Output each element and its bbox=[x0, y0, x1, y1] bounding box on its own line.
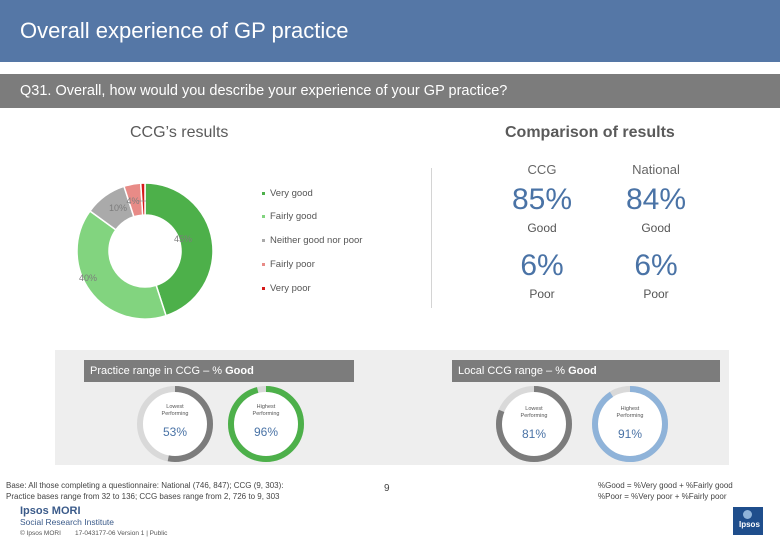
legend-swatch bbox=[262, 214, 265, 218]
base-note-line2: Practice bases range from 32 to 136; CCG… bbox=[6, 492, 280, 501]
ccg-poor-value: 6% bbox=[520, 249, 564, 282]
brand-dot-icon bbox=[743, 510, 752, 519]
legend-swatch bbox=[262, 238, 265, 242]
national-poor-value: 6% bbox=[634, 249, 678, 282]
slice-label: 45% bbox=[174, 234, 192, 244]
ccg-label: CCG bbox=[527, 162, 557, 177]
gauge-label-line1: Highest bbox=[621, 406, 640, 412]
title-bar: Overall experience of GP practice bbox=[0, 0, 780, 62]
legend-swatch bbox=[262, 286, 265, 290]
gauge-center bbox=[140, 389, 210, 459]
legend-item: Very poor bbox=[262, 283, 311, 294]
legend-item: Fairly poor bbox=[262, 259, 315, 270]
base-note-line1: Base: All those completing a questionnai… bbox=[6, 481, 284, 490]
gauge-label-line1: Highest bbox=[257, 404, 276, 410]
legend-label: Fairly good bbox=[270, 211, 317, 222]
gauge-value: 96% bbox=[254, 425, 278, 439]
question-text: Q31. Overall, how would you describe you… bbox=[20, 83, 508, 99]
social-research-institute-logo: Social Research Institute bbox=[20, 517, 115, 527]
national-good-label: Good bbox=[641, 221, 671, 235]
gauge-label-line2: Performing bbox=[162, 411, 189, 417]
practice-highest-gauge: Highest Performing 96% bbox=[228, 386, 304, 462]
slice-label: 4% bbox=[126, 196, 139, 206]
gauge-value: 81% bbox=[522, 427, 546, 441]
legend-item: Neither good nor poor bbox=[262, 235, 362, 246]
job-reference: 17-043177-06 Version 1 | Public bbox=[75, 530, 168, 537]
question-bar: Q31. Overall, how would you describe you… bbox=[0, 74, 780, 108]
gauge-fill bbox=[228, 386, 304, 462]
gauge-center bbox=[499, 389, 569, 459]
ccg-results-heading: CCG’s results bbox=[130, 124, 229, 141]
donut-slice-very-good bbox=[144, 182, 214, 317]
slice-label: 40% bbox=[79, 273, 97, 283]
gauge-center bbox=[595, 389, 665, 459]
practice-range-title-text: Practice range in CCG – % bbox=[90, 365, 226, 377]
copyright: © Ipsos MORI bbox=[20, 530, 61, 537]
slice-label: 10% bbox=[109, 203, 127, 213]
gauge-label-line2: Performing bbox=[253, 411, 280, 417]
practice-lowest-gauge: Lowest Performing 53% bbox=[137, 386, 213, 462]
ccg-good-label: Good bbox=[527, 221, 557, 235]
ccg-column: CCG 85% Good 6% Poor bbox=[482, 162, 602, 301]
donut-slice-very-poor bbox=[139, 182, 146, 216]
local-lowest-gauge: Lowest Performing 81% bbox=[496, 386, 572, 462]
legend-label: Very poor bbox=[270, 283, 311, 294]
legend-label: Very good bbox=[270, 188, 313, 199]
local-range-title-bold: Good bbox=[568, 365, 597, 377]
national-label: National bbox=[632, 162, 680, 177]
donut-slice-fairly-good bbox=[76, 209, 167, 320]
gauge-label-line1: Lowest bbox=[525, 406, 543, 412]
ipsos-brand-mark: Ipsos bbox=[733, 507, 763, 535]
gauge-label-line1: Lowest bbox=[166, 404, 184, 410]
ipsos-mori-logo: Ipsos MORI bbox=[20, 505, 81, 517]
definition-poor: %Poor = %Very poor + %Fairly poor bbox=[598, 492, 727, 501]
base-note: Base: All those completing a questionnai… bbox=[6, 480, 284, 502]
page-title: Overall experience of GP practice bbox=[20, 18, 349, 43]
gauge-label-line2: Performing bbox=[617, 413, 644, 419]
national-column: National 84% Good 6% Poor bbox=[596, 162, 716, 301]
practice-range-title: Practice range in CCG – % Good bbox=[84, 360, 354, 382]
local-range-title: Local CCG range – % Good bbox=[452, 360, 720, 382]
legend-item: Very good bbox=[262, 188, 313, 199]
gauge-value: 53% bbox=[163, 425, 187, 439]
brand-mark-text: Ipsos bbox=[739, 520, 760, 529]
legend-swatch bbox=[262, 191, 265, 195]
gauge-fill bbox=[592, 386, 668, 462]
legend-swatch bbox=[262, 262, 265, 266]
legend-item: Fairly good bbox=[262, 211, 317, 222]
definitions-note: %Good = %Very good + %Fairly good %Poor … bbox=[598, 480, 733, 502]
ccg-good-value: 85% bbox=[511, 183, 573, 216]
divider bbox=[431, 168, 432, 308]
local-range-title-text: Local CCG range – % bbox=[458, 365, 569, 377]
page-number: 9 bbox=[384, 483, 390, 494]
comparison-heading: Comparison of results bbox=[505, 124, 675, 141]
legend-label: Neither good nor poor bbox=[270, 235, 363, 246]
local-highest-gauge: Highest Performing 91% bbox=[592, 386, 668, 462]
gauge-center bbox=[231, 389, 301, 459]
national-good-value: 84% bbox=[625, 183, 687, 216]
gauge-label-line2: Performing bbox=[521, 413, 548, 419]
legend-label: Fairly poor bbox=[270, 259, 315, 270]
ccg-results-donut-chart: 45% 40% 10%4% bbox=[76, 182, 214, 320]
definition-good: %Good = %Very good + %Fairly good bbox=[598, 481, 733, 490]
ccg-poor-label: Poor bbox=[529, 287, 555, 301]
national-poor-label: Poor bbox=[643, 287, 669, 301]
gauge-fill bbox=[137, 386, 213, 462]
practice-range-title-bold: Good bbox=[225, 365, 254, 377]
gauge-fill bbox=[496, 386, 572, 462]
gauge-value: 91% bbox=[618, 427, 642, 441]
